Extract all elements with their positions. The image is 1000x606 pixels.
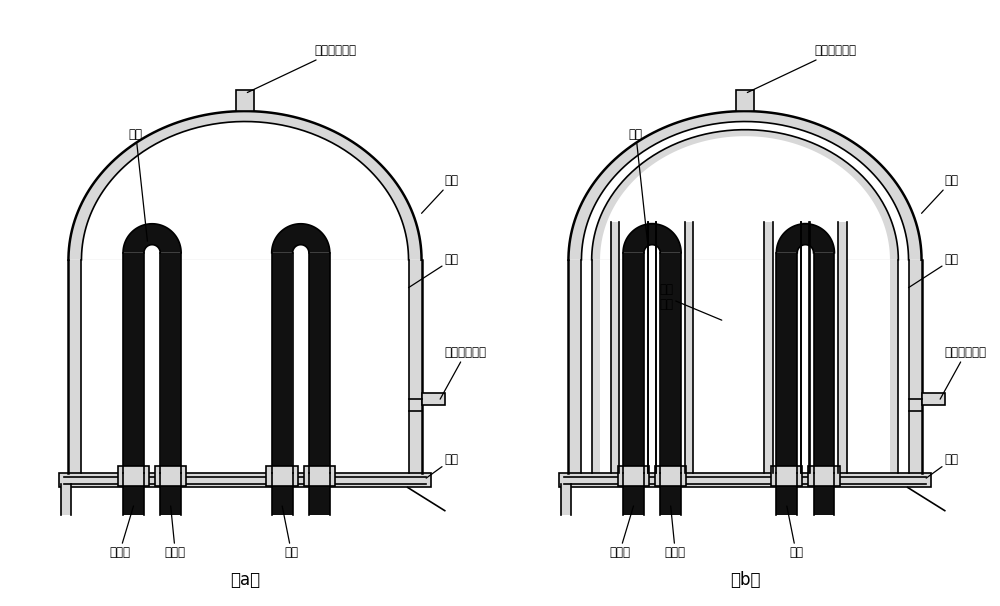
Polygon shape bbox=[123, 473, 144, 515]
Polygon shape bbox=[771, 465, 802, 486]
Polygon shape bbox=[648, 222, 656, 473]
Polygon shape bbox=[309, 473, 330, 515]
Text: 冷却介质出口: 冷却介质出口 bbox=[940, 346, 987, 399]
Text: 内壁: 内壁 bbox=[409, 253, 459, 288]
Polygon shape bbox=[272, 473, 293, 515]
Polygon shape bbox=[655, 465, 686, 486]
Polygon shape bbox=[581, 122, 909, 260]
Text: 冷却介质进口: 冷却介质进口 bbox=[247, 44, 357, 93]
Polygon shape bbox=[611, 222, 619, 473]
Text: 内壁: 内壁 bbox=[909, 253, 959, 288]
Polygon shape bbox=[660, 253, 681, 478]
Text: 冷却
夹套: 冷却 夹套 bbox=[659, 283, 722, 320]
Polygon shape bbox=[600, 260, 890, 473]
Polygon shape bbox=[623, 473, 644, 515]
Polygon shape bbox=[776, 224, 834, 253]
Polygon shape bbox=[644, 245, 660, 478]
Text: 底板: 底板 bbox=[426, 453, 459, 478]
Polygon shape bbox=[568, 111, 922, 260]
Polygon shape bbox=[592, 260, 898, 473]
Polygon shape bbox=[568, 260, 922, 473]
Polygon shape bbox=[81, 260, 409, 473]
Polygon shape bbox=[155, 465, 186, 486]
Polygon shape bbox=[59, 473, 431, 487]
Polygon shape bbox=[236, 90, 254, 111]
Polygon shape bbox=[776, 473, 797, 515]
Polygon shape bbox=[808, 465, 840, 486]
Polygon shape bbox=[68, 260, 422, 473]
Text: （a）: （a） bbox=[230, 571, 260, 589]
Polygon shape bbox=[776, 253, 797, 478]
Polygon shape bbox=[561, 477, 571, 515]
Polygon shape bbox=[618, 465, 649, 486]
Polygon shape bbox=[648, 222, 656, 473]
Polygon shape bbox=[118, 465, 149, 486]
Text: 冷却介质出口: 冷却介质出口 bbox=[440, 346, 487, 399]
Polygon shape bbox=[797, 245, 814, 478]
Polygon shape bbox=[123, 253, 144, 478]
Text: 出气口: 出气口 bbox=[609, 506, 633, 559]
Polygon shape bbox=[81, 122, 409, 260]
Text: 进气口: 进气口 bbox=[665, 506, 686, 559]
Polygon shape bbox=[592, 130, 898, 260]
Polygon shape bbox=[123, 224, 181, 253]
Text: 冷却介质进口: 冷却介质进口 bbox=[747, 44, 857, 93]
Polygon shape bbox=[660, 473, 681, 515]
Polygon shape bbox=[160, 473, 181, 515]
Polygon shape bbox=[801, 222, 810, 473]
Polygon shape bbox=[838, 222, 847, 473]
Polygon shape bbox=[801, 222, 809, 473]
Polygon shape bbox=[764, 222, 773, 473]
Polygon shape bbox=[144, 245, 160, 478]
Polygon shape bbox=[272, 253, 293, 478]
Polygon shape bbox=[814, 473, 834, 515]
Text: 外壁: 外壁 bbox=[922, 175, 959, 213]
Text: 电极: 电极 bbox=[787, 506, 803, 559]
Polygon shape bbox=[685, 222, 693, 473]
Text: 外壁: 外壁 bbox=[422, 175, 459, 213]
Text: （b）: （b） bbox=[730, 571, 760, 589]
Polygon shape bbox=[814, 253, 834, 478]
Polygon shape bbox=[736, 90, 754, 111]
Polygon shape bbox=[160, 253, 181, 478]
Text: 硅棒: 硅棒 bbox=[629, 128, 647, 241]
Polygon shape bbox=[559, 473, 931, 487]
Polygon shape bbox=[623, 253, 644, 478]
Polygon shape bbox=[266, 465, 298, 486]
Text: 电极: 电极 bbox=[282, 506, 298, 559]
Polygon shape bbox=[309, 253, 330, 478]
Text: 出气口: 出气口 bbox=[109, 506, 133, 559]
Polygon shape bbox=[600, 136, 890, 260]
Text: 硅棒: 硅棒 bbox=[129, 128, 147, 241]
Text: 底板: 底板 bbox=[926, 453, 959, 478]
Polygon shape bbox=[581, 260, 909, 473]
Polygon shape bbox=[68, 111, 422, 260]
Polygon shape bbox=[922, 393, 945, 405]
Polygon shape bbox=[422, 393, 445, 405]
Polygon shape bbox=[272, 224, 330, 253]
Polygon shape bbox=[623, 224, 681, 253]
Text: 进气口: 进气口 bbox=[165, 506, 186, 559]
Polygon shape bbox=[293, 245, 309, 478]
Polygon shape bbox=[61, 477, 71, 515]
Polygon shape bbox=[304, 465, 335, 486]
